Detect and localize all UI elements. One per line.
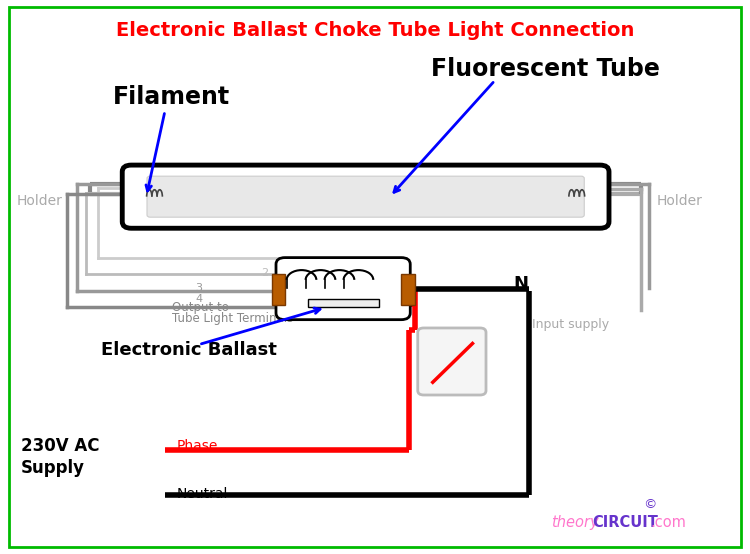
Text: Neutral: Neutral bbox=[176, 487, 228, 501]
Text: Output to: Output to bbox=[172, 301, 230, 314]
FancyBboxPatch shape bbox=[418, 328, 486, 395]
Text: 1: 1 bbox=[276, 273, 283, 283]
Text: 3: 3 bbox=[195, 283, 202, 293]
FancyBboxPatch shape bbox=[122, 165, 609, 228]
Text: Holder: Holder bbox=[656, 193, 702, 208]
Text: Phase: Phase bbox=[176, 439, 218, 453]
Text: Fluorescent Tube: Fluorescent Tube bbox=[431, 57, 660, 81]
Text: theory: theory bbox=[551, 515, 598, 530]
Text: .com: .com bbox=[650, 515, 686, 530]
Bar bbox=[401, 274, 415, 305]
Text: 230V AC: 230V AC bbox=[21, 437, 100, 455]
Text: L: L bbox=[402, 293, 413, 311]
FancyBboxPatch shape bbox=[147, 176, 584, 217]
Text: Supply: Supply bbox=[21, 459, 85, 477]
Text: Input supply: Input supply bbox=[532, 317, 610, 331]
Text: CIRCUIT: CIRCUIT bbox=[592, 515, 658, 530]
Bar bbox=[272, 274, 285, 305]
Bar bbox=[308, 299, 379, 307]
Text: Switch: Switch bbox=[419, 336, 460, 349]
Text: Tube Light Terminals: Tube Light Terminals bbox=[172, 312, 294, 325]
Text: 2: 2 bbox=[261, 268, 268, 278]
Text: Filament: Filament bbox=[112, 85, 230, 109]
Text: 4: 4 bbox=[195, 294, 202, 304]
Text: Holder: Holder bbox=[16, 193, 62, 208]
FancyBboxPatch shape bbox=[276, 258, 410, 320]
Text: Electronic Ballast Choke Tube Light Connection: Electronic Ballast Choke Tube Light Conn… bbox=[116, 21, 634, 40]
Text: Electronic Ballast: Electronic Ballast bbox=[101, 341, 278, 359]
Text: ©: © bbox=[644, 498, 657, 511]
Text: N: N bbox=[514, 275, 529, 293]
